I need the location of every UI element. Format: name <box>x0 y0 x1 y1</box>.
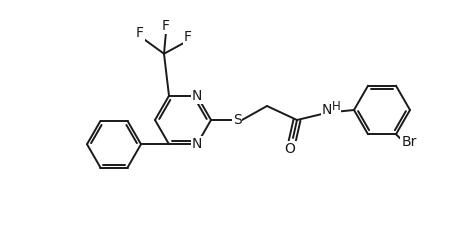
Text: F: F <box>184 30 192 44</box>
Text: F: F <box>162 19 170 33</box>
Text: O: O <box>285 142 295 156</box>
Text: N: N <box>322 103 332 117</box>
Text: N: N <box>192 137 202 151</box>
Text: N: N <box>192 89 202 103</box>
Text: Br: Br <box>401 135 417 149</box>
Text: F: F <box>136 26 144 40</box>
Text: S: S <box>233 113 241 127</box>
Text: H: H <box>332 99 340 113</box>
